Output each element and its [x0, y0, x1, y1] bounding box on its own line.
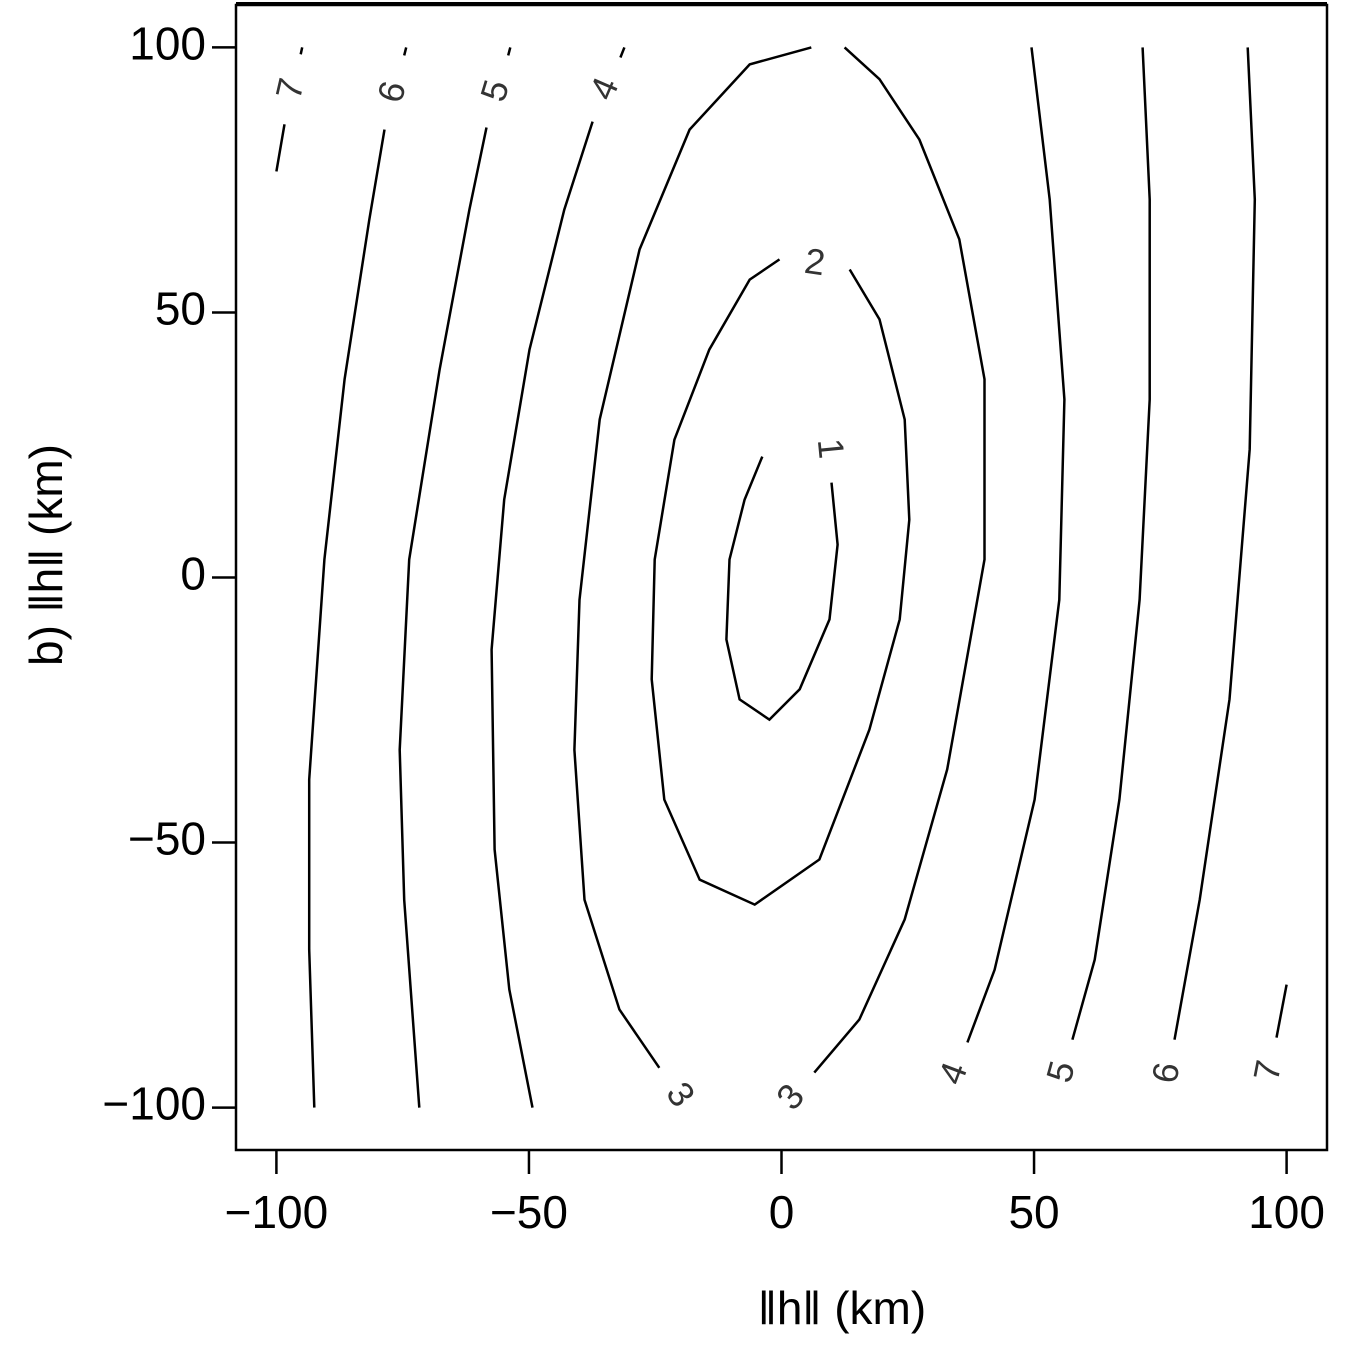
x-tick-label: −100 [225, 1186, 329, 1238]
contour-label: 5 [472, 75, 517, 106]
x-tick-label: 100 [1248, 1186, 1325, 1238]
x-tick-label: 50 [1008, 1186, 1059, 1238]
contour-line [307, 47, 408, 1108]
contour-label: 5 [1038, 1057, 1083, 1087]
y-tick-label: −50 [128, 813, 206, 865]
y-tick-label: −100 [102, 1078, 206, 1130]
contour-label: 6 [369, 77, 414, 107]
x-axis-title: ‖h‖ (km) [758, 1282, 926, 1334]
contour-line [573, 46, 812, 1069]
contour-line [966, 47, 1066, 1043]
contour-label: 3 [768, 1076, 812, 1118]
y-axis-title: b) ‖h‖ (km) [20, 444, 72, 666]
contour-line [398, 47, 512, 1108]
contour-label: 7 [267, 74, 311, 103]
contour-label: 4 [930, 1057, 975, 1090]
contour-line [1071, 47, 1151, 1041]
contour-label: 1 [810, 437, 853, 461]
y-tick-label: 100 [129, 18, 206, 70]
contour-line [1173, 47, 1257, 1040]
contour-line [725, 456, 839, 722]
contour-line [813, 46, 986, 1074]
contour-label: 4 [581, 71, 627, 106]
contour-label: 2 [802, 240, 828, 283]
contour-line [275, 47, 304, 172]
contour-line [490, 46, 626, 1108]
contour-label: 6 [1144, 1059, 1188, 1086]
contour-line [650, 258, 911, 907]
contour-line [1275, 984, 1288, 1038]
x-tick-label: −50 [490, 1186, 568, 1238]
contour-label: 3 [658, 1074, 703, 1114]
y-tick-label: 50 [155, 283, 206, 335]
x-tick-label: 0 [769, 1186, 795, 1238]
contour-label: 7 [1245, 1057, 1289, 1084]
plot-frame [234, 3, 1329, 1152]
contours: 1 2 3 3 4 5 6 7 4 5 6 7 [267, 46, 1289, 1118]
y-tick-label: 0 [180, 548, 206, 600]
